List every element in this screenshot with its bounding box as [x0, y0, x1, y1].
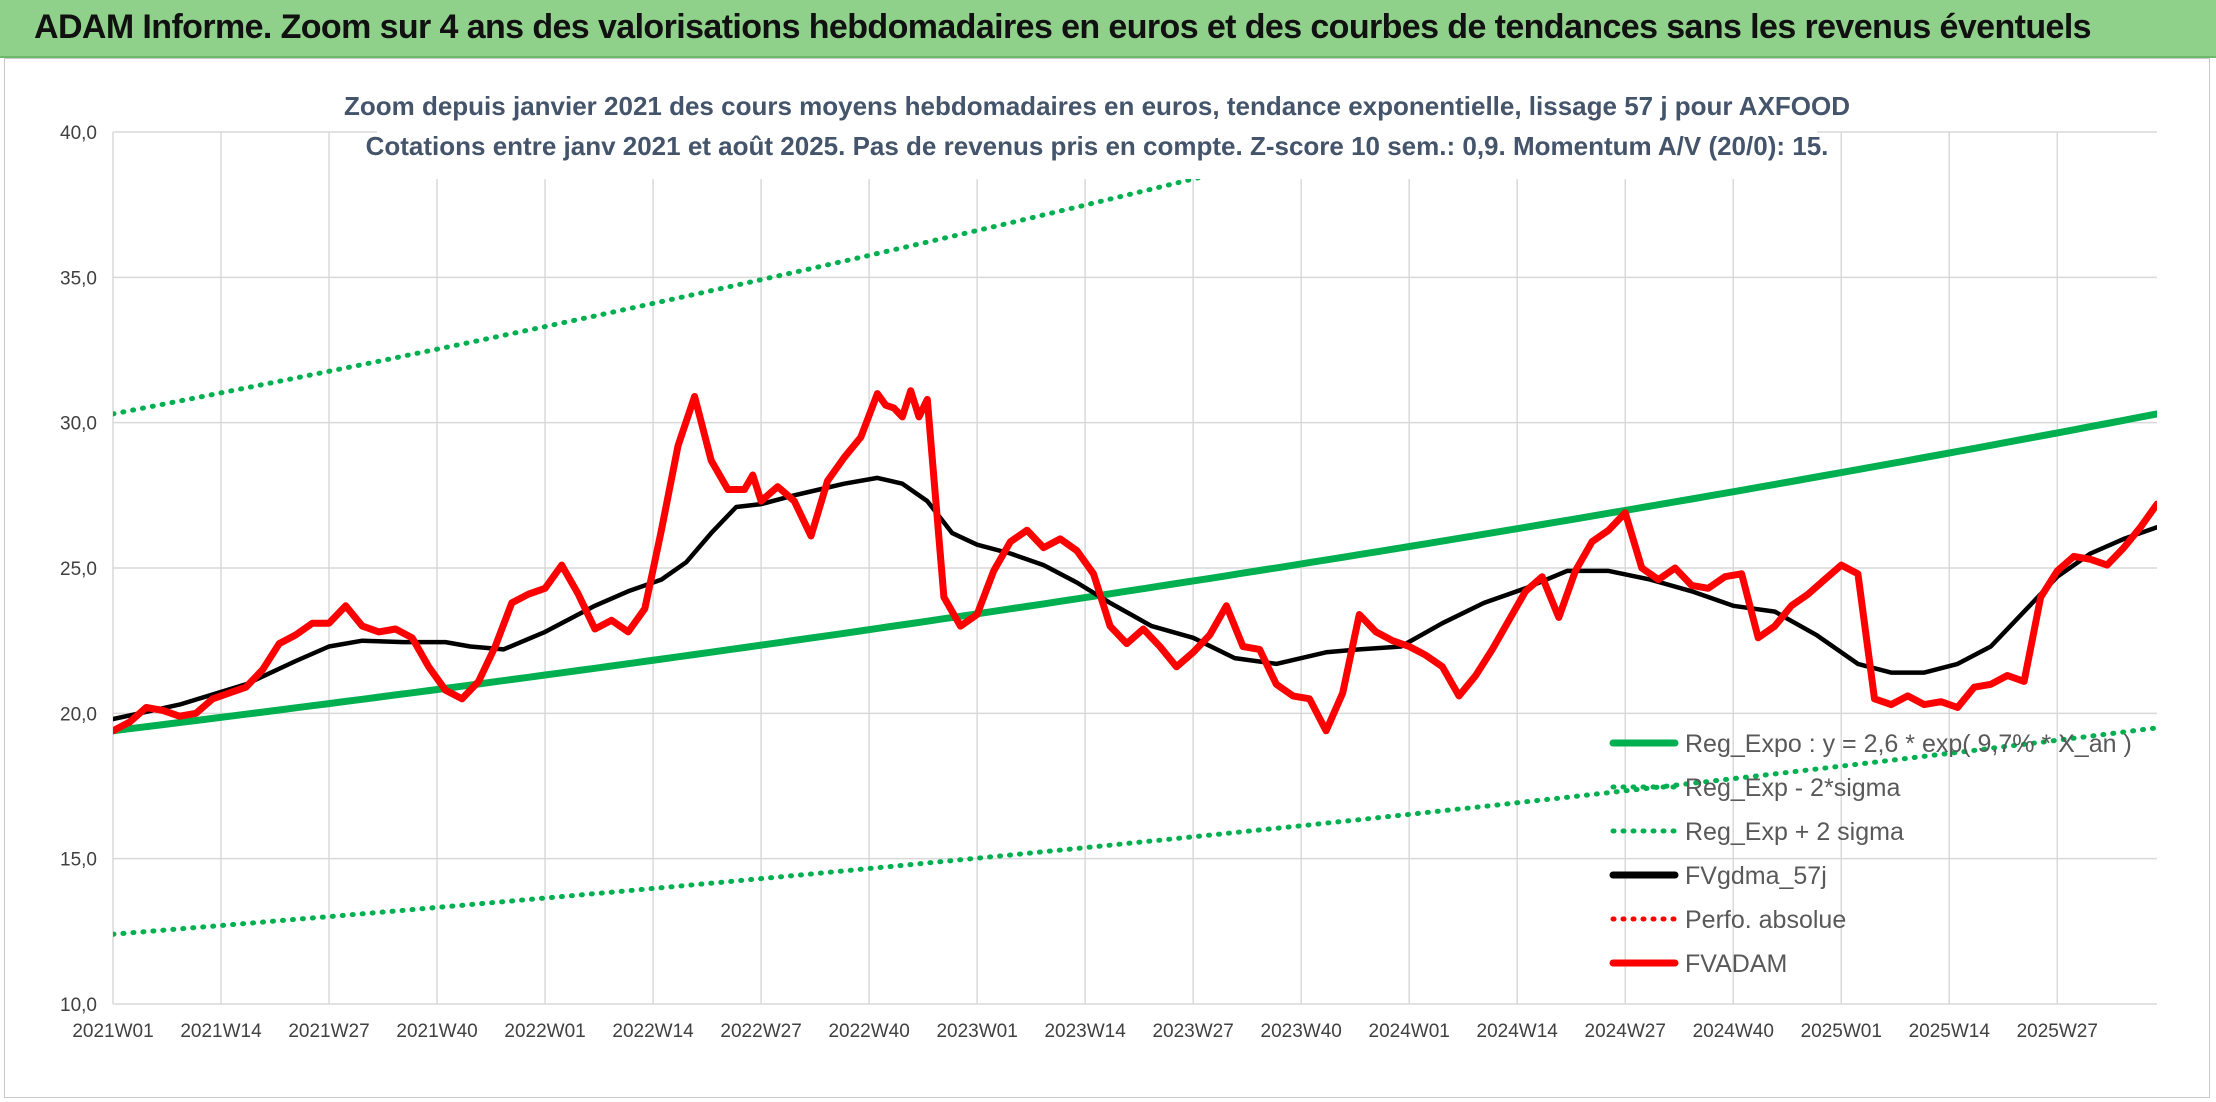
x-tick-label: 2021W14: [180, 1021, 262, 1042]
y-tick-label: 20,0: [60, 704, 97, 725]
x-tick-label: 2022W01: [504, 1021, 585, 1042]
report-title: ADAM Informe. Zoom sur 4 ans des valoris…: [34, 8, 2092, 46]
x-tick-label: 2023W01: [936, 1021, 1017, 1042]
chart-frame: 10,0 15,0 20,0 25,0 30,0 35,0 40,0 2021W01 2021…: [4, 58, 2210, 1098]
chart-subtitle-line2: Cotations entre janv 2021 et août 2025. …: [366, 131, 1829, 161]
chart-subtitle-line1: Zoom depuis janvier 2021 des cours moyen…: [344, 91, 1850, 121]
x-tick-label: 2021W27: [288, 1021, 369, 1042]
series-line-fvgdma-57j: [113, 475, 2157, 722]
x-tick-label: 2024W01: [1369, 1021, 1450, 1042]
x-tick-label: 2022W14: [612, 1021, 694, 1042]
x-tick-label: 2021W01: [72, 1021, 153, 1042]
legend-label: Reg_Exp - 2*sigma: [1685, 774, 1900, 802]
series-line-reg-exp-2-sigma: [113, 725, 2157, 937]
y-tick-label: 40,0: [60, 123, 97, 144]
y-tick-label: 35,0: [60, 268, 97, 289]
x-tick-label: 2025W27: [2017, 1021, 2098, 1042]
x-tick-label: 2024W40: [1693, 1021, 1774, 1042]
x-tick-label: 2023W14: [1044, 1021, 1126, 1042]
series-line-fvadam: [113, 387, 2157, 735]
legend-label: FVADAM: [1685, 950, 1787, 978]
x-tick-label: 2023W40: [1261, 1021, 1342, 1042]
chart-legend: Reg_Expo : y = 2,6 * exp( 9,7% * X_an ) R…: [1609, 730, 2132, 978]
chart: 10,0 15,0 20,0 25,0 30,0 35,0 40,0 2021W01 2021…: [60, 81, 2157, 1042]
x-tick-label: 2025W01: [1801, 1021, 1882, 1042]
x-tick-label: 2021W40: [396, 1021, 477, 1042]
report-title-banner: ADAM Informe. Zoom sur 4 ans des valoris…: [0, 0, 2216, 58]
y-tick-label: 25,0: [60, 559, 97, 580]
x-tick-label: 2025W14: [1909, 1021, 1991, 1042]
y-tick-label: 10,0: [60, 995, 97, 1016]
x-tick-label: 2022W27: [720, 1021, 801, 1042]
series-line-reg-expo-y-2-6-exp-9-7-x-an: [113, 410, 2157, 735]
y-tick-label: 30,0: [60, 414, 97, 435]
legend-label: Reg_Expo : y = 2,6 * exp( 9,7% * X_an ): [1685, 730, 2132, 758]
legend-label: Reg_Exp + 2 sigma: [1685, 818, 1904, 846]
x-tick-label: 2024W14: [1477, 1021, 1559, 1042]
legend-label: Perfo. absolue: [1685, 906, 1846, 934]
y-tick-label: 15,0: [60, 850, 97, 871]
legend-label: FVgdma_57j: [1685, 862, 1827, 890]
x-tick-label: 2024W27: [1585, 1021, 1666, 1042]
x-tick-label: 2023W27: [1152, 1021, 1233, 1042]
subtitle-background: [377, 81, 1817, 179]
x-tick-label: 2022W40: [828, 1021, 909, 1042]
